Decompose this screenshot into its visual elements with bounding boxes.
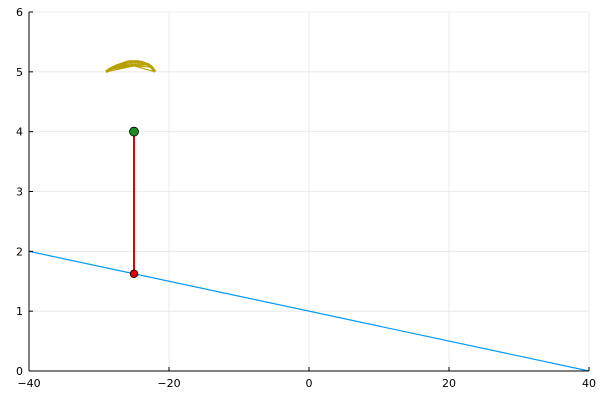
x-tick-label: −20 [157,377,180,390]
data-point [129,126,139,137]
x-tick-label: 40 [582,377,596,390]
x-tick-label: 20 [442,377,456,390]
y-tick-label: 5 [16,66,23,79]
plot-area [28,60,590,372]
x-tick-label: −40 [17,377,40,390]
axes [28,11,590,372]
data-point [129,269,139,278]
y-tick-label: 6 [16,6,23,19]
series-line [28,250,590,372]
y-tick-label: 2 [16,245,23,258]
grid [28,11,590,372]
y-tick-label: 1 [16,305,23,318]
fan-arc [105,60,157,74]
fan-ray [133,65,156,73]
y-tick-label: 3 [16,186,23,199]
y-tick-label: 0 [16,365,23,378]
tick-labels: −40 −20 0 20 40 0 1 2 3 4 5 6 [16,6,596,390]
x-tick-label: 0 [306,377,313,390]
y-tick-label: 4 [16,126,23,139]
